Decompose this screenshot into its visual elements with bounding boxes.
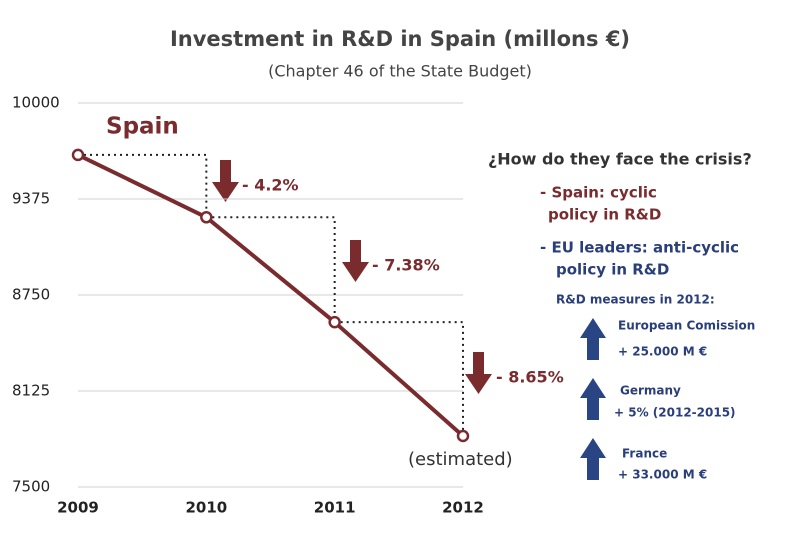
- annotation: (estimated): [408, 449, 513, 470]
- y-tick-label: 9375: [12, 190, 50, 208]
- x-tick-label: 2009: [57, 499, 99, 517]
- annotation: - 8.65%: [496, 368, 564, 387]
- measure-name: Germany: [620, 384, 681, 398]
- y-tick-label: 7500: [12, 478, 50, 496]
- y-tick-label: 8125: [12, 382, 50, 400]
- chart-subtitle: (Chapter 46 of the State Budget): [268, 62, 532, 81]
- step-guide: [78, 153, 208, 218]
- up-arrows: [580, 318, 606, 480]
- x-tick-label: 2012: [442, 499, 484, 517]
- panel-point: policy in R&D: [556, 261, 669, 279]
- down-arrows: [212, 160, 492, 394]
- panel-point: - Spain: cyclic: [540, 184, 657, 202]
- measure-name: France: [622, 447, 667, 461]
- annotation: - 7.38%: [372, 256, 440, 275]
- measure-amount: + 33.000 M €: [618, 468, 707, 482]
- annotation: - 4.2%: [242, 176, 299, 195]
- measure-amount: + 25.000 M €: [618, 345, 707, 359]
- x-tick-label: 2010: [185, 499, 227, 517]
- step-guide: [334, 321, 464, 437]
- x-tick-label: 2011: [314, 499, 356, 517]
- point: [328, 315, 341, 329]
- y-tick-label: 10000: [12, 94, 60, 112]
- series-label: Spain: [106, 114, 179, 140]
- measure-name: European Comission: [618, 319, 755, 333]
- point: [456, 429, 470, 443]
- point: [71, 148, 85, 162]
- panel-heading: ¿How do they face the crisis?: [488, 150, 752, 169]
- measures-title: R&D measures in 2012:: [556, 293, 715, 307]
- point: [200, 211, 213, 224]
- y-tick-label: 8750: [12, 286, 50, 304]
- step-guide: [206, 216, 336, 323]
- series-line: [77, 153, 465, 438]
- panel-point: policy in R&D: [548, 206, 661, 224]
- chart-title: Investment in R&D in Spain (millons €): [170, 27, 630, 51]
- measure-amount: + 5% (2012-2015): [614, 406, 736, 420]
- panel-point: - EU leaders: anti-cyclic: [540, 239, 739, 257]
